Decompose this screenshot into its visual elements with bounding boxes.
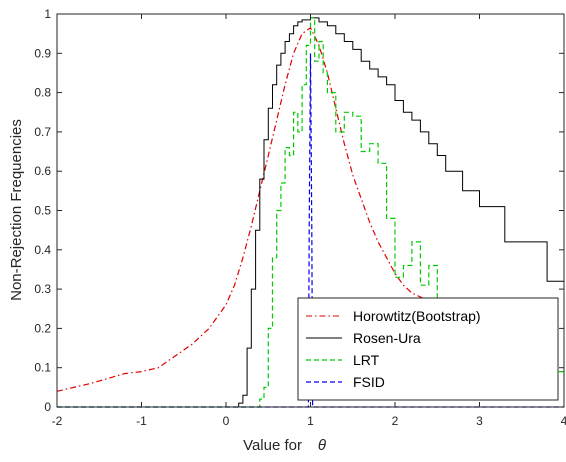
x-tick-label: 0 xyxy=(223,414,230,428)
y-tick-label: 0 xyxy=(44,400,51,414)
y-tick-label: 1 xyxy=(44,7,51,21)
legend-label-lrt: LRT xyxy=(353,352,380,368)
legend-box xyxy=(297,297,559,401)
x-tick-label: 3 xyxy=(476,414,483,428)
legend: Horowtitz(Bootstrap) Rosen-Ura LRT FSID xyxy=(297,297,559,401)
y-tick-label: 0.4 xyxy=(34,243,51,257)
y-tick-label: 0.7 xyxy=(34,125,51,139)
y-tick-label: 0.1 xyxy=(34,361,51,375)
series-line-rosen-ura xyxy=(57,17,564,408)
y-tick-label: 0.9 xyxy=(34,46,51,60)
y-tick-label: 0.5 xyxy=(34,204,51,218)
x-axis-symbol: θ xyxy=(318,437,326,454)
series-line-horowtitz-bootstrap xyxy=(56,26,447,392)
x-tick-label: 2 xyxy=(392,414,399,428)
y-tick-label: 0.6 xyxy=(34,164,51,178)
y-tick-label: 0.2 xyxy=(34,321,51,335)
axis-layer: -2 -1 0 1 2 3 4 0 0.1 0.2 0.3 0.4 0.5 0.6 0.7 0.8 0.9 1 xyxy=(34,7,566,428)
legend-label-rosen-ura: Rosen-Ura xyxy=(353,330,421,346)
y-tick-label: 0.3 xyxy=(34,282,51,296)
x-tick-label: -1 xyxy=(136,414,147,428)
y-axis-title: Non-Rejection Frequencies xyxy=(8,119,25,301)
x-tick-label: 1 xyxy=(307,414,314,428)
legend-label-horowitz: Horowtitz(Bootstrap) xyxy=(353,308,481,324)
x-axis-title: Value for xyxy=(243,437,302,454)
y-tick-label: 0.8 xyxy=(34,86,51,100)
x-tick-label: 4 xyxy=(561,414,566,428)
x-tick-label: -2 xyxy=(52,414,63,428)
legend-label-fsid: FSID xyxy=(353,374,385,390)
